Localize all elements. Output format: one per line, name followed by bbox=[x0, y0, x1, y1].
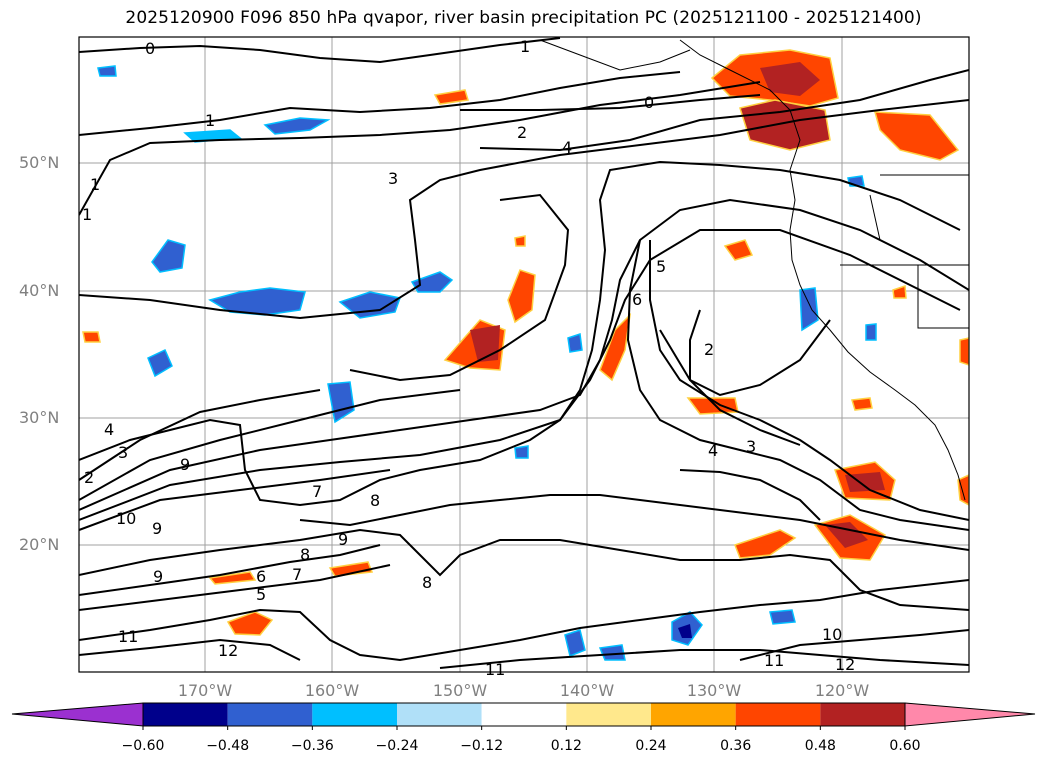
contour-label-19: 10 bbox=[116, 509, 136, 528]
lon-label-170w: 170°W bbox=[178, 681, 233, 700]
colorbar-tick-label: 0.24 bbox=[635, 738, 666, 754]
precip-positive-areas bbox=[82, 49, 969, 636]
colorbar-bin bbox=[735, 703, 821, 726]
contour-label-25: 6 bbox=[256, 567, 266, 586]
contour-label-33: 11 bbox=[764, 651, 784, 670]
colorbar-ticks: −0.60 −0.48 −0.36 −0.24 −0.12 0.12 0.24 0.36 0.4… bbox=[122, 726, 921, 754]
contour-label-14: 3 bbox=[746, 437, 756, 456]
contour-label-17: 2 bbox=[84, 468, 94, 487]
colorbar-tick-label: −0.24 bbox=[376, 738, 419, 754]
colorbar-tick-label: 0.36 bbox=[720, 738, 751, 754]
colorbar-tick-label: 0.12 bbox=[551, 738, 582, 754]
colorbar-bin bbox=[397, 703, 482, 726]
colorbar-bins bbox=[142, 702, 906, 727]
contour-label-3: 0 bbox=[644, 93, 654, 112]
colorbar-bin bbox=[227, 703, 313, 726]
colorbar-bin bbox=[651, 703, 736, 726]
contour-label-24: 8 bbox=[300, 545, 310, 564]
colorbar-tick-label: −0.12 bbox=[460, 738, 503, 754]
contour-label-23: 9 bbox=[338, 530, 348, 549]
lon-label-130w: 130°W bbox=[687, 681, 742, 700]
contour-label-18: 9 bbox=[180, 455, 190, 474]
contour-label-11: 6 bbox=[632, 290, 642, 309]
contour-label-32: 10 bbox=[822, 625, 842, 644]
contour-label-30: 11 bbox=[118, 627, 138, 646]
contour-label-8: 1 bbox=[90, 175, 100, 194]
contour-label-27: 9 bbox=[153, 567, 163, 586]
colorbar-tick-label: −0.48 bbox=[206, 738, 249, 754]
contour-label-2: 1 bbox=[520, 37, 530, 56]
qvapor-contours bbox=[79, 37, 969, 669]
colorbar-tick-label: −0.60 bbox=[122, 738, 165, 754]
lon-label-140w: 140°W bbox=[560, 681, 615, 700]
colorbar-bin bbox=[566, 703, 651, 726]
contour-labels: 0 1 0 1 2 4 3 1 1 5 6 2 4 3 4 3 2 9 10 9… bbox=[82, 37, 855, 679]
colorbar-tick-label: −0.36 bbox=[291, 738, 334, 754]
contour-label-26: 7 bbox=[292, 565, 302, 584]
colorbar-bin bbox=[312, 703, 397, 726]
coastline bbox=[539, 39, 969, 501]
colorbar-bin bbox=[481, 703, 567, 726]
contour-label-13: 4 bbox=[708, 441, 718, 460]
lon-label-150w: 150°W bbox=[433, 681, 488, 700]
contour-label-12: 2 bbox=[704, 340, 714, 359]
colorbar-tick-label: 0.60 bbox=[889, 738, 920, 754]
lat-label-40n: 40°N bbox=[19, 281, 59, 300]
latitude-labels: 50°N 40°N 30°N 20°N bbox=[19, 153, 59, 554]
colorbar-under-triangle bbox=[11, 702, 144, 727]
map-border bbox=[78, 36, 970, 673]
contour-label-5: 2 bbox=[517, 123, 527, 142]
contour-label-7: 3 bbox=[388, 169, 398, 188]
precip-negative-areas bbox=[97, 65, 877, 661]
contour-label-31: 12 bbox=[218, 641, 238, 660]
contour-label-6: 4 bbox=[562, 138, 572, 157]
contour-label-16: 3 bbox=[118, 443, 128, 462]
contour-label-4: 1 bbox=[205, 111, 215, 130]
longitude-labels: 170°W 160°W 150°W 140°W 130°W 120°W bbox=[178, 681, 870, 700]
lon-label-120w: 120°W bbox=[815, 681, 870, 700]
contour-label-1: 0 bbox=[145, 39, 155, 58]
contour-label-9: 1 bbox=[82, 205, 92, 224]
contour-label-20: 9 bbox=[152, 519, 162, 538]
lat-label-30n: 30°N bbox=[19, 408, 59, 427]
colorbar-bin bbox=[820, 703, 905, 726]
contour-label-22: 8 bbox=[370, 491, 380, 510]
contour-label-34: 12 bbox=[835, 655, 855, 674]
colorbar-over-triangle bbox=[904, 702, 1036, 727]
lat-label-50n: 50°N bbox=[19, 153, 59, 172]
colorbar: −0.60 −0.48 −0.36 −0.24 −0.12 0.12 0.24 0.36 0.4… bbox=[11, 702, 1036, 754]
contour-label-21: 7 bbox=[312, 482, 322, 501]
contour-label-29: 8 bbox=[422, 573, 432, 592]
contour-label-35: 11 bbox=[485, 660, 505, 679]
map-title: 2025120900 F096 850 hPa qvapor, river ba… bbox=[125, 8, 922, 28]
contour-label-10: 5 bbox=[656, 257, 666, 276]
contour-label-15: 4 bbox=[104, 420, 114, 439]
colorbar-tick-label: 0.48 bbox=[805, 738, 836, 754]
lat-label-20n: 20°N bbox=[19, 535, 59, 554]
colorbar-bin bbox=[143, 703, 228, 726]
lon-label-160w: 160°W bbox=[305, 681, 360, 700]
contour-label-28: 5 bbox=[256, 585, 266, 604]
